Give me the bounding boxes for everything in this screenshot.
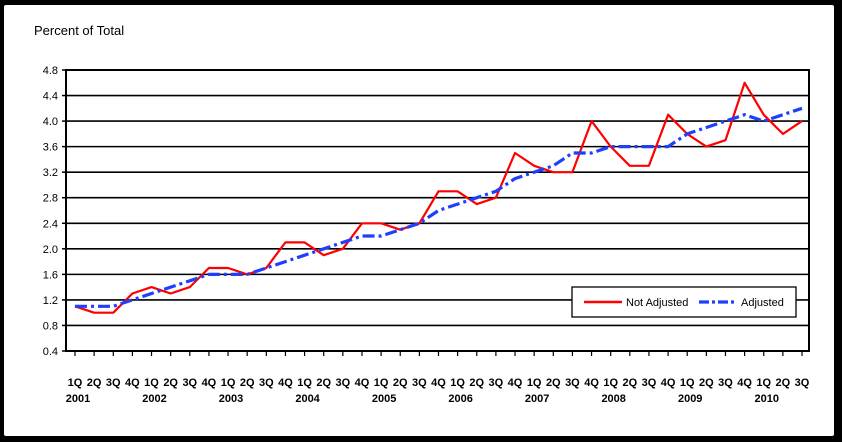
y-tick-label: 2.0 bbox=[43, 244, 58, 256]
x-tick-label: 3Q bbox=[182, 377, 197, 389]
y-axis-title: Percent of Total bbox=[34, 23, 125, 38]
legend-label-adjusted: Adjusted bbox=[741, 297, 784, 309]
series-line-adjusted bbox=[75, 106, 803, 308]
x-tick-label: 1Q bbox=[450, 377, 465, 389]
x-tick-label: 2Q bbox=[316, 377, 331, 389]
series-line-not-adjusted bbox=[74, 81, 803, 314]
x-tick-label: 3Q bbox=[718, 377, 733, 389]
x-tick-label: 3Q bbox=[642, 377, 657, 389]
y-tick-label: 2.8 bbox=[43, 193, 58, 205]
year-label: 2002 bbox=[142, 393, 166, 405]
y-tick-label: 2.4 bbox=[43, 218, 58, 230]
year-label: 2006 bbox=[448, 393, 472, 405]
x-tick-label: 1Q bbox=[603, 377, 618, 389]
y-tick-label: 4.8 bbox=[43, 65, 58, 77]
x-tick-label: 4Q bbox=[278, 377, 293, 389]
chart-panel: Percent of Total bbox=[4, 5, 834, 436]
year-label: 2005 bbox=[372, 393, 396, 405]
year-label: 2001 bbox=[66, 393, 90, 405]
x-tick-label: 3Q bbox=[489, 377, 504, 389]
y-tick-label: 3.6 bbox=[43, 142, 58, 154]
y-tick-label: 1.2 bbox=[43, 295, 58, 307]
y-tick-label: 4.4 bbox=[43, 91, 58, 103]
x-tick-label: 1Q bbox=[68, 377, 83, 389]
x-tick-label: 3Q bbox=[259, 377, 274, 389]
x-tick-label: 3Q bbox=[412, 377, 427, 389]
x-tick-label: 3Q bbox=[565, 377, 580, 389]
x-tick-label: 2Q bbox=[546, 377, 561, 389]
x-tick-label: 4Q bbox=[431, 377, 446, 389]
x-tick-label: 2Q bbox=[87, 377, 102, 389]
x-tick-label: 4Q bbox=[508, 377, 523, 389]
x-tick-label: 2Q bbox=[240, 377, 255, 389]
y-tick-label: 0.4 bbox=[43, 346, 58, 358]
year-label: 2003 bbox=[219, 393, 243, 405]
x-tick-label: 1Q bbox=[680, 377, 695, 389]
x-tick-label: 1Q bbox=[144, 377, 159, 389]
x-tick-label: 4Q bbox=[584, 377, 599, 389]
year-label: 2008 bbox=[601, 393, 625, 405]
plot-area bbox=[65, 69, 810, 352]
y-tick-label: 4.0 bbox=[43, 116, 58, 128]
y-tick-label: 0.8 bbox=[43, 320, 58, 332]
x-tick-label: 3Q bbox=[335, 377, 350, 389]
x-tick-label: 4Q bbox=[202, 377, 217, 389]
x-tick-label: 4Q bbox=[661, 377, 676, 389]
y-tick-label: 1.6 bbox=[43, 269, 58, 281]
x-tick-label: 4Q bbox=[355, 377, 370, 389]
x-tick-label: 2Q bbox=[393, 377, 408, 389]
x-tick-label: 3Q bbox=[106, 377, 121, 389]
x-tick-label: 1Q bbox=[527, 377, 542, 389]
year-label: 2007 bbox=[525, 393, 549, 405]
year-label: 2004 bbox=[295, 393, 320, 405]
x-tick-label: 2Q bbox=[699, 377, 714, 389]
x-tick-label: 1Q bbox=[297, 377, 312, 389]
x-tick-label: 1Q bbox=[374, 377, 389, 389]
x-tick-label: 1Q bbox=[221, 377, 236, 389]
x-tick-label: 1Q bbox=[756, 377, 771, 389]
year-label: 2009 bbox=[678, 393, 702, 405]
x-tick-label: 2Q bbox=[469, 377, 484, 389]
year-label: 2010 bbox=[754, 393, 778, 405]
x-tick-label: 3Q bbox=[795, 377, 810, 389]
x-tick-label: 4Q bbox=[737, 377, 752, 389]
legend-label-not-adjusted: Not Adjusted bbox=[626, 297, 688, 309]
x-tick-label: 4Q bbox=[125, 377, 140, 389]
y-tick-label: 3.2 bbox=[43, 167, 58, 179]
x-tick-label: 2Q bbox=[622, 377, 637, 389]
x-tick-label: 2Q bbox=[163, 377, 178, 389]
x-tick-label: 2Q bbox=[776, 377, 791, 389]
